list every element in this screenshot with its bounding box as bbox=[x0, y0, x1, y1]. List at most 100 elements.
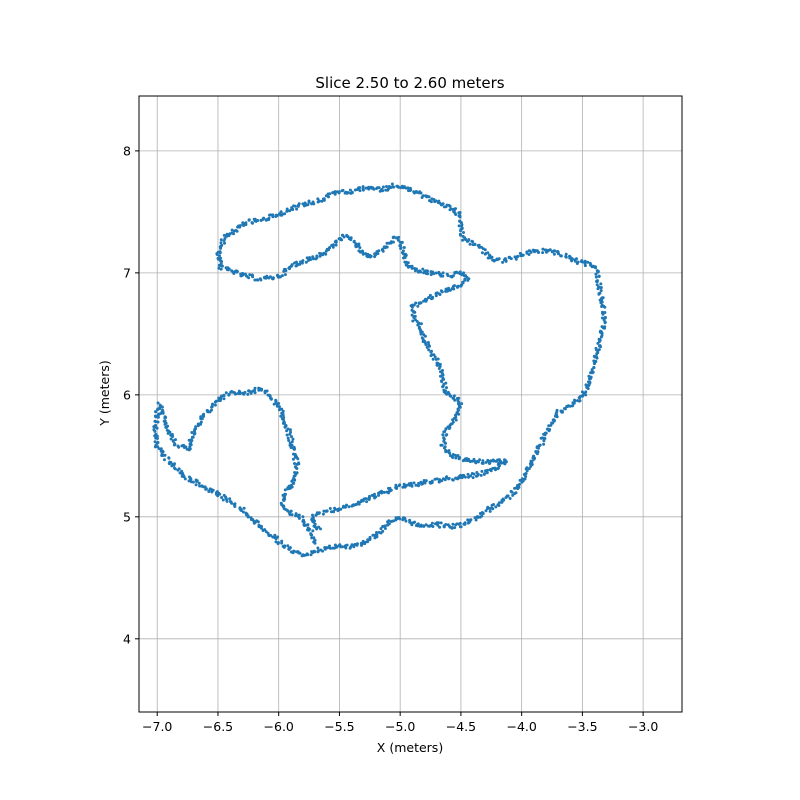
data-point bbox=[461, 238, 465, 242]
data-point bbox=[539, 436, 543, 440]
data-point bbox=[293, 474, 297, 478]
data-point bbox=[309, 533, 313, 537]
data-point bbox=[333, 192, 337, 196]
data-point bbox=[171, 439, 175, 443]
data-point bbox=[220, 394, 224, 398]
data-point bbox=[286, 436, 290, 440]
data-point bbox=[328, 192, 332, 196]
data-point bbox=[440, 203, 444, 207]
data-point bbox=[415, 190, 419, 194]
data-point bbox=[281, 413, 285, 417]
data-point bbox=[292, 447, 296, 451]
data-point bbox=[156, 420, 160, 424]
data-point bbox=[390, 520, 393, 523]
data-point bbox=[283, 273, 287, 277]
data-point bbox=[367, 498, 371, 501]
data-point bbox=[596, 341, 600, 345]
data-point bbox=[401, 517, 405, 521]
data-point bbox=[527, 467, 531, 471]
data-point bbox=[589, 263, 593, 267]
data-point bbox=[547, 424, 551, 428]
data-point bbox=[385, 241, 389, 245]
data-point bbox=[213, 403, 217, 407]
data-point bbox=[596, 270, 600, 273]
data-point bbox=[197, 481, 201, 485]
data-point bbox=[391, 235, 395, 239]
data-point bbox=[426, 341, 430, 344]
data-point bbox=[484, 469, 487, 473]
data-point bbox=[241, 273, 245, 277]
data-point bbox=[222, 394, 226, 398]
data-point bbox=[211, 403, 214, 407]
data-point bbox=[285, 209, 289, 213]
data-point bbox=[322, 197, 325, 201]
data-point bbox=[188, 475, 191, 479]
data-point bbox=[511, 493, 515, 497]
data-point bbox=[370, 186, 374, 190]
data-point bbox=[253, 278, 257, 282]
data-point bbox=[312, 202, 316, 206]
data-point bbox=[556, 251, 560, 254]
data-point bbox=[440, 290, 444, 294]
data-point bbox=[444, 450, 448, 454]
data-point bbox=[307, 200, 311, 204]
data-point bbox=[475, 459, 479, 463]
data-point bbox=[554, 412, 558, 416]
data-point bbox=[156, 401, 160, 405]
data-point bbox=[321, 549, 325, 553]
data-point bbox=[293, 462, 296, 465]
data-point bbox=[408, 186, 412, 190]
data-point bbox=[283, 212, 287, 216]
data-point bbox=[441, 274, 445, 278]
data-point bbox=[161, 411, 165, 415]
data-point bbox=[403, 260, 407, 264]
data-point bbox=[457, 457, 461, 461]
data-point bbox=[168, 460, 172, 464]
data-point bbox=[599, 301, 603, 305]
data-point bbox=[164, 421, 168, 425]
data-point bbox=[444, 389, 448, 393]
data-point bbox=[394, 516, 398, 520]
data-point bbox=[459, 229, 463, 233]
data-point bbox=[421, 267, 425, 271]
data-point bbox=[333, 543, 337, 547]
data-point bbox=[603, 305, 607, 309]
data-point bbox=[424, 523, 428, 527]
data-point bbox=[251, 274, 255, 278]
data-point bbox=[418, 190, 422, 194]
data-point bbox=[310, 202, 314, 206]
data-point bbox=[292, 481, 296, 485]
data-point bbox=[180, 474, 184, 478]
data-point bbox=[301, 553, 305, 557]
data-point bbox=[238, 506, 242, 510]
data-point bbox=[154, 420, 158, 424]
data-point bbox=[594, 275, 598, 279]
data-point bbox=[568, 254, 571, 258]
x-tick-label: −3.5 bbox=[567, 719, 597, 734]
data-point bbox=[383, 527, 387, 530]
data-point bbox=[438, 525, 442, 529]
data-point bbox=[310, 517, 314, 521]
data-point bbox=[341, 505, 345, 509]
data-point bbox=[423, 334, 427, 338]
data-point bbox=[396, 238, 400, 242]
data-point bbox=[287, 439, 291, 442]
data-point bbox=[399, 246, 403, 250]
data-point bbox=[220, 264, 224, 268]
data-point bbox=[297, 515, 301, 518]
data-point bbox=[440, 380, 444, 384]
data-point bbox=[160, 454, 164, 457]
data-point bbox=[571, 401, 575, 405]
data-point bbox=[433, 355, 437, 359]
data-point bbox=[301, 202, 305, 206]
data-point bbox=[294, 466, 298, 470]
data-point bbox=[436, 357, 440, 361]
data-point bbox=[406, 261, 410, 265]
data-point bbox=[299, 260, 302, 264]
data-point bbox=[587, 374, 591, 378]
data-point bbox=[227, 393, 231, 397]
data-point bbox=[259, 526, 263, 530]
data-point bbox=[322, 251, 326, 255]
data-point bbox=[234, 392, 237, 396]
data-point bbox=[600, 316, 604, 320]
